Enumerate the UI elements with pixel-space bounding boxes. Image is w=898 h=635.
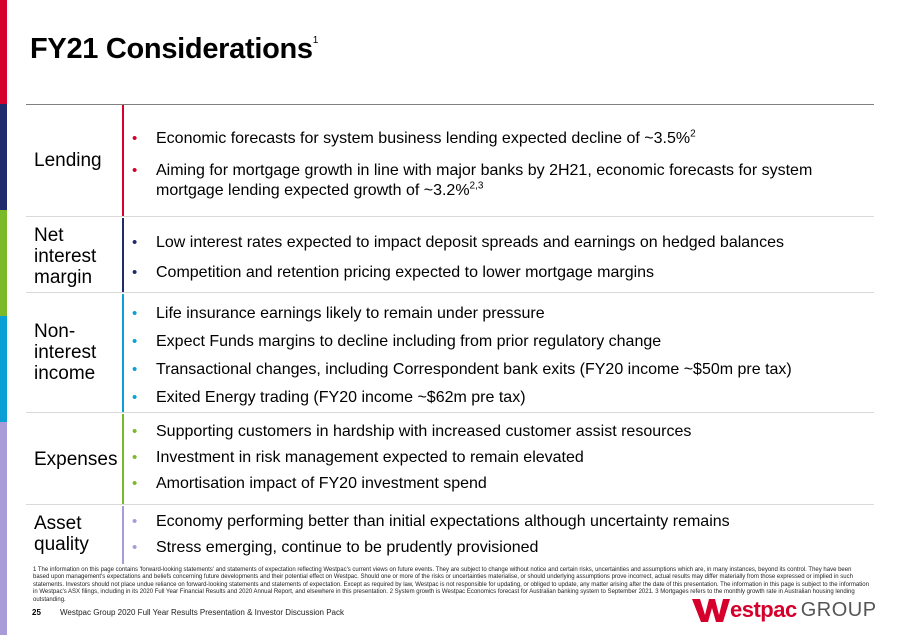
page-title-text: FY21 Considerations: [30, 33, 313, 65]
section-label: Lending: [34, 150, 102, 171]
bullet-dot-icon: •: [132, 449, 138, 466]
bullet-text: Amortisation impact of FY20 investment s…: [156, 475, 487, 492]
footnote: 1 The information on this page contains …: [33, 567, 869, 603]
section-non-interest-income: Non-interest income • Life insurance earni…: [26, 294, 874, 413]
bullet-text: Investment in risk management expected t…: [156, 449, 584, 466]
bullet-dot-icon: •: [132, 264, 138, 281]
bullet-text: Aiming for mortgage growth in line with …: [156, 162, 813, 199]
bullet-dot-icon: •: [132, 475, 138, 492]
bullet-footnote-marker: 2,3: [469, 180, 484, 192]
bullet-dot-icon: •: [132, 130, 138, 147]
section-label: Asset quality: [34, 513, 89, 555]
bullet-item: • Aiming for mortgage growth in line with…: [132, 161, 862, 201]
westpac-group-logo: estpac GROUP: [692, 597, 877, 623]
bullet-dot-icon: •: [132, 234, 138, 251]
section-accent-bar: [122, 506, 124, 564]
section-bullet-list: • Low interest rates expected to impact d…: [132, 233, 862, 283]
bullet-item: • Exited Energy trading (FY20 income ~$62…: [132, 388, 862, 408]
logo-group-text: GROUP: [800, 599, 877, 621]
section-bullet-list: • Economic forecasts for system business …: [132, 129, 862, 201]
bullet-item: • Competition and retention pricing expec…: [132, 263, 862, 283]
title-divider: [26, 104, 874, 105]
bullet-item: • Stress emerging, continue to be prudent…: [132, 538, 862, 558]
bullet-dot-icon: •: [132, 513, 138, 530]
edge-strip-green: [0, 210, 7, 316]
footer-text: Westpac Group 2020 Full Year Results Pre…: [60, 608, 344, 617]
bullet-footnote-marker: 2: [690, 128, 696, 140]
section-asset-quality: Asset quality • Economy performing better …: [26, 506, 874, 564]
edge-strip-lilac: [0, 422, 7, 635]
edge-strip-cyan: [0, 316, 7, 422]
westpac-w-logo-icon: [692, 599, 730, 622]
bullet-item: • Transactional changes, including Corres…: [132, 360, 862, 380]
page-title: FY21 Considerations1: [30, 33, 318, 66]
page-title-footnote-marker: 1: [312, 35, 319, 46]
bullet-text: Economy performing better than initial e…: [156, 513, 730, 530]
section-accent-bar: [122, 294, 124, 412]
section-bullet-list: • Life insurance earnings likely to remai…: [132, 304, 862, 408]
section-accent-bar: [122, 218, 124, 292]
bullet-dot-icon: •: [132, 305, 138, 322]
bullet-dot-icon: •: [132, 539, 138, 556]
bullet-dot-icon: •: [132, 333, 138, 350]
edge-strip-red: [0, 0, 7, 104]
section-label: Expenses: [34, 448, 118, 470]
bullet-text: Expect Funds margins to decline includin…: [156, 333, 662, 350]
bullet-item: • Expect Funds margins to decline includi…: [132, 332, 862, 352]
section-label: Non-interest income: [34, 320, 97, 384]
bullet-text: Transactional changes, including Corresp…: [156, 361, 792, 378]
bullet-text: Low interest rates expected to impact de…: [156, 234, 784, 251]
section-expenses: Expenses • Supporting customers in hardshi…: [26, 414, 874, 505]
section-bullet-list: • Economy performing better than initial …: [132, 512, 862, 558]
bullet-text: Stress emerging, continue to be prudentl…: [156, 539, 539, 556]
bullet-item: • Supporting customers in hardship with i…: [132, 422, 862, 442]
bullet-item: • Investment in risk management expected …: [132, 448, 862, 468]
bullet-item: • Amortisation impact of FY20 investment …: [132, 474, 862, 494]
edge-strip-navy: [0, 104, 7, 210]
section-lending: Lending • Economic forecasts for system bu…: [26, 105, 874, 217]
section-net-interest-margin: Net interest margin • Low interest rates e…: [26, 218, 874, 293]
bullet-item: • Low interest rates expected to impact d…: [132, 233, 862, 253]
bullet-dot-icon: •: [132, 162, 138, 179]
bullet-item: • Economy performing better than initial …: [132, 512, 862, 532]
bullet-text: Exited Energy trading (FY20 income ~$62m…: [156, 389, 526, 406]
bullet-dot-icon: •: [132, 389, 138, 406]
bullet-text: Economic forecasts for system business l…: [156, 130, 691, 147]
bullet-text: Competition and retention pricing expect…: [156, 264, 655, 281]
logo-wordmark: estpac: [730, 597, 797, 622]
section-label: Net interest margin: [34, 224, 97, 288]
section-accent-bar: [122, 414, 124, 504]
bullet-dot-icon: •: [132, 361, 138, 378]
bullet-item: • Life insurance earnings likely to remai…: [132, 304, 862, 324]
section-bullet-list: • Supporting customers in hardship with i…: [132, 422, 862, 494]
section-accent-bar: [122, 105, 124, 216]
bullet-text: Life insurance earnings likely to remain…: [156, 305, 545, 322]
bullet-dot-icon: •: [132, 423, 138, 440]
page-number: 25: [32, 608, 41, 617]
bullet-item: • Economic forecasts for system business …: [132, 129, 862, 149]
bullet-text: Supporting customers in hardship with in…: [156, 423, 692, 440]
